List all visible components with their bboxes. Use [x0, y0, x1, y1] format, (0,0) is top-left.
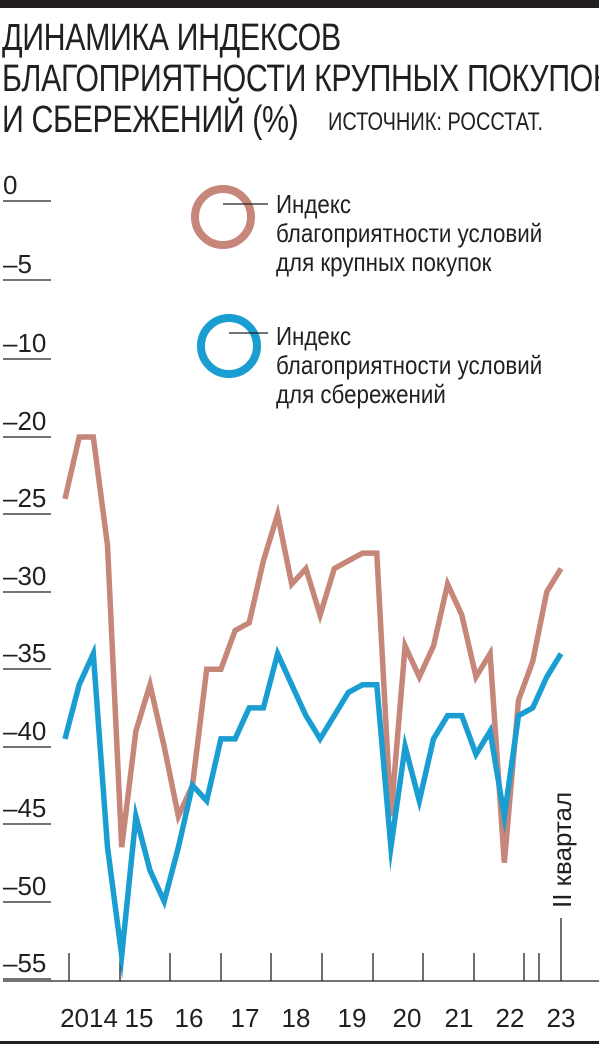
x-tick-label: 2014 — [60, 1003, 118, 1033]
legend-label: для сбережений — [276, 380, 446, 409]
annotation-label: II квартал — [547, 792, 577, 908]
y-tick-label: –45 — [3, 793, 46, 823]
x-tick-label: 23 — [547, 1003, 576, 1033]
series-line-purchases — [62, 434, 564, 863]
y-tick-label: –20 — [3, 406, 46, 436]
y-tick-label: –35 — [3, 638, 46, 668]
bottom-rule — [0, 1041, 599, 1044]
x-tick-label: 20 — [393, 1003, 422, 1033]
legend-label: благоприятности условий — [276, 219, 542, 248]
y-tick-label: –25 — [3, 483, 46, 513]
x-tick-label: 18 — [282, 1003, 311, 1033]
title-line-1: ДИНАМИКА ИНДЕКСОВ — [2, 17, 341, 59]
x-tick-label: 19 — [338, 1003, 367, 1033]
top-rule — [0, 0, 599, 8]
legend-marker-savings — [197, 314, 261, 378]
series-line-savings — [62, 642, 564, 980]
title-line-3: И СБЕРЕЖЕНИЙ (%) — [2, 99, 299, 141]
y-tick-label: 0 — [3, 170, 17, 200]
y-tick-label: –30 — [3, 561, 46, 591]
legend-label: Индекс — [276, 190, 351, 219]
x-tick-label: 17 — [231, 1003, 260, 1033]
y-tick-label: –50 — [3, 871, 46, 901]
legend-label: Индекс — [276, 322, 351, 351]
y-tick-label: –5 — [3, 249, 32, 279]
chart-title: ДИНАМИКА ИНДЕКСОВ БЛАГОПРИЯТНОСТИ КРУПНЫ… — [2, 18, 599, 141]
y-tick-label: –10 — [3, 328, 46, 358]
source-note: ИСТОЧНИК: РОССТАТ. — [328, 108, 544, 136]
y-tick-label: –55 — [3, 948, 46, 978]
legend-marker-purchases — [191, 185, 255, 249]
x-tick-label: 21 — [445, 1003, 474, 1033]
y-tick-label: –40 — [3, 716, 46, 746]
legend-label: для крупных покупок — [276, 248, 492, 277]
x-tick-label: 16 — [175, 1003, 204, 1033]
x-tick-label: 15 — [125, 1003, 154, 1033]
legend-label: благоприятности условий — [276, 351, 542, 380]
title-line-2: БЛАГОПРИЯТНОСТИ КРУПНЫХ ПОКУПОК — [2, 58, 599, 100]
x-tick-label: 22 — [496, 1003, 525, 1033]
